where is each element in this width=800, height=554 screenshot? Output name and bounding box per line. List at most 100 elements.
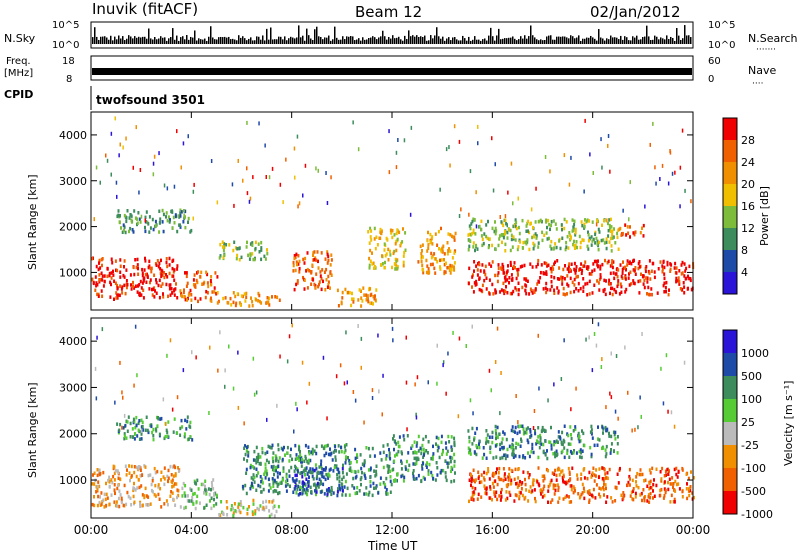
data-cell [500,487,503,492]
data-cell [646,276,649,280]
data-cell [118,153,120,158]
colorbar-tick-label: -100 [741,462,766,475]
data-cell [119,477,122,482]
data-cell [614,409,617,414]
data-cell [129,421,132,426]
data-cell [167,215,170,219]
data-cell [194,506,197,511]
data-cell [507,475,510,479]
data-cell [276,295,279,300]
data-cell [537,241,540,245]
nsky-bar [468,36,470,44]
data-cell [308,269,311,273]
data-cell [141,273,144,278]
data-cell [268,514,271,519]
data-cell [502,430,505,434]
data-cell [642,223,645,228]
nsky-bar [372,36,374,44]
y-tick-label: 2000 [59,428,87,441]
data-cell [609,291,611,296]
data-cell [570,433,572,437]
nsky-bar [120,38,122,44]
data-cell [588,498,591,502]
data-cell [651,292,653,297]
data-cell [505,483,508,488]
data-cell [604,425,607,430]
data-cell [555,478,558,482]
data-cell [157,483,160,487]
data-cell [584,118,586,123]
data-cell [424,434,427,439]
data-cell [396,453,399,457]
data-cell [173,278,176,282]
data-cell [602,486,605,490]
data-cell [652,261,655,266]
data-cell [573,487,576,491]
nsky-bar [400,39,402,44]
data-cell [395,150,398,155]
data-cell [518,496,521,501]
data-cell [186,494,189,498]
data-cell [446,465,449,469]
data-cell [352,120,354,125]
data-cell [101,263,103,268]
data-cell [380,231,383,236]
data-cell [494,444,497,448]
nsky-bar [448,37,450,44]
data-cell [650,287,653,291]
data-cell [343,450,346,455]
data-cell [671,171,674,176]
data-cell [488,368,491,373]
data-cell [205,503,208,507]
data-cell [421,263,424,268]
nsky-bar [598,29,600,44]
data-cell [108,475,111,480]
data-cell [160,478,162,482]
data-cell [239,500,242,504]
data-cell [193,273,196,277]
nsky-bar [232,38,234,44]
data-cell [527,475,530,480]
data-cell [678,282,681,286]
data-cell [578,234,581,239]
data-cell [681,466,684,471]
data-cell [421,243,424,247]
data-cell [573,244,576,248]
data-cell [453,265,455,269]
data-cell [421,464,423,468]
data-cell [300,464,303,468]
data-cell [669,262,672,266]
data-cell [610,286,612,291]
data-cell [249,486,252,491]
nsky-bar [124,40,126,44]
data-cell [470,233,472,237]
data-cell [500,371,502,375]
data-cell [248,257,251,261]
nsky-bar [618,39,620,44]
data-cell [591,473,593,477]
nsky-bar [300,37,302,44]
data-cell [488,292,491,296]
data-cell [317,485,320,489]
data-cell [142,288,145,292]
data-cell [133,465,136,469]
colorbar-tick-label: -25 [741,439,759,452]
data-cell [543,261,546,265]
data-cell [151,476,154,481]
data-cell [555,245,558,250]
data-cell [564,495,567,500]
data-cell [395,239,398,244]
data-cell [343,381,346,386]
data-cell [514,425,517,430]
nsky-bar [434,35,436,44]
data-cell [648,481,651,486]
data-cell [588,292,591,296]
data-cell [606,495,609,499]
data-cell [153,273,156,277]
data-cell [603,278,606,283]
data-cell [285,489,288,493]
data-cell [142,428,145,432]
data-cell [511,438,514,442]
data-cell [247,450,250,455]
